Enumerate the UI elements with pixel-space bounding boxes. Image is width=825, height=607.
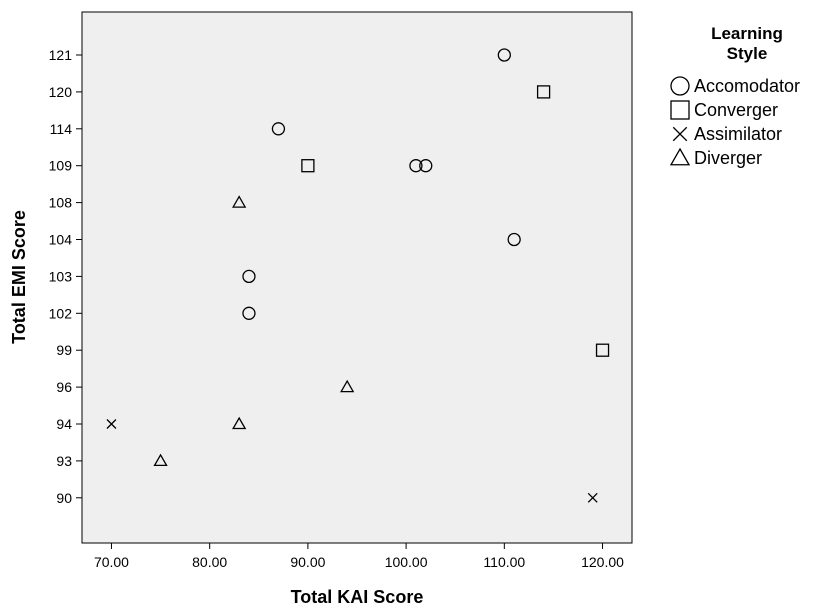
plot-area (81, 11, 633, 544)
legend-marker-assimilator (672, 126, 688, 142)
x-tick-label: 110.00 (483, 554, 525, 570)
legend-label-diverger: Diverger (694, 148, 762, 168)
x-tick-label: 70.00 (94, 554, 129, 570)
y-tick-label: 93 (56, 453, 72, 469)
point-diverger (340, 379, 355, 393)
point-assimilator (587, 492, 598, 503)
y-tick-label: 114 (50, 121, 73, 137)
legend-marker-diverger (669, 147, 691, 166)
y-tick-label: 90 (56, 490, 72, 506)
legend-title-line-2: Style (727, 44, 768, 63)
legend-marker-converger (670, 100, 690, 120)
legend-label-accomodator: Accomodator (694, 76, 800, 96)
point-accomodator (409, 159, 423, 173)
data-points (106, 48, 610, 503)
point-converger (301, 159, 315, 173)
y-tick-label: 103 (49, 268, 73, 284)
legend: Learning Style Accomodator Converger Assim… (669, 24, 800, 168)
y-tick-label: 108 (49, 195, 73, 211)
point-accomodator (271, 122, 286, 136)
legend-label-assimilator: Assimilator (694, 124, 782, 144)
x-axis-title: Total KAI Score (291, 587, 424, 607)
x-tick-label: 80.00 (192, 554, 227, 570)
x-tick-label: 100.00 (385, 554, 428, 570)
point-assimilator (106, 419, 117, 429)
point-diverger (232, 195, 247, 208)
point-diverger (153, 453, 168, 467)
point-converger (595, 343, 610, 357)
point-accomodator (242, 306, 256, 320)
point-accomodator (497, 48, 511, 62)
point-accomodator (507, 232, 521, 247)
legend-marker-accomodator (670, 76, 690, 96)
y-tick-label: 94 (56, 416, 72, 432)
point-diverger (232, 416, 247, 430)
y-axis: 121 120 114 109 108 104 103 102 99 96 94 93 90 (49, 47, 82, 506)
y-tick-label: 102 (49, 305, 73, 321)
legend-label-converger: Converger (694, 100, 778, 120)
y-axis-title: Total EMI Score (9, 210, 29, 344)
y-tick-label: 96 (56, 379, 72, 395)
point-accomodator (419, 159, 433, 173)
legend-title-line-1: Learning (711, 24, 783, 43)
x-tick-label: 120.00 (581, 554, 624, 570)
y-tick-label: 121 (49, 47, 73, 63)
point-converger (536, 85, 551, 99)
y-tick-label: 120 (49, 84, 73, 100)
point-accomodator (242, 269, 256, 284)
x-tick-label: 90.00 (290, 554, 325, 570)
x-axis: 70.00 80.00 90.00 100.00 110.00 120.00 (94, 543, 624, 570)
y-tick-label: 109 (49, 158, 73, 174)
y-tick-label: 99 (56, 342, 72, 358)
y-tick-label: 104 (49, 232, 73, 248)
